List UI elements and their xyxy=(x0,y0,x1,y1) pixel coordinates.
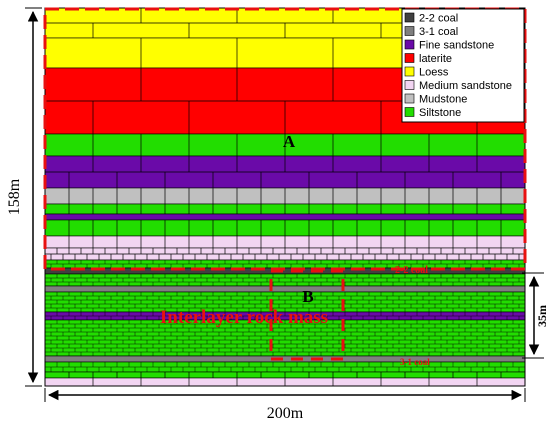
interlayer-dark-band-1 xyxy=(44,285,526,293)
siltstone-layer-above-seam xyxy=(44,259,526,269)
legend-label: Fine sandstone xyxy=(419,40,494,52)
legend-item: Loess xyxy=(404,66,449,79)
medium-sandstone-layer-fine xyxy=(44,247,526,261)
interlayer-siltstone-1 xyxy=(44,273,526,287)
legend-item: Siltstone xyxy=(404,107,461,119)
legend-item: Mudstone xyxy=(404,93,467,106)
legend-swatch xyxy=(404,107,415,117)
legend-item: 2-2 coal xyxy=(404,12,458,25)
legend-label: laterite xyxy=(419,53,452,65)
legend-swatch xyxy=(404,12,415,23)
legend-item: 3-1 coal xyxy=(404,26,458,38)
legend-swatch xyxy=(404,26,415,36)
legend-label: Medium sandstone xyxy=(419,80,512,92)
medium-sandstone-layer-bottom xyxy=(44,377,526,387)
height-label: 158m xyxy=(6,178,23,215)
zone-b-label: B xyxy=(302,287,313,306)
fine-sandstone-layer-thin xyxy=(44,213,526,221)
fine-sandstone-layer-upper xyxy=(44,155,526,189)
legend-label: 2-2 coal xyxy=(419,13,458,25)
mudstone-layer-upper xyxy=(44,187,526,205)
medium-sandstone-layer-upper xyxy=(44,235,526,249)
zone-a-boundary xyxy=(43,7,527,271)
siltstone-layer-thin-2 xyxy=(44,219,526,237)
legend-swatch xyxy=(404,53,415,63)
width-label: 200m xyxy=(267,405,304,422)
legend-item: Fine sandstone xyxy=(404,39,494,52)
siltstone-layer-below-seam xyxy=(44,361,526,373)
legend-box xyxy=(401,8,525,123)
legend-item: laterite xyxy=(404,53,452,65)
siltstone-layer-bottom xyxy=(44,371,526,379)
interlayer-thickness-label: 35m xyxy=(535,305,549,327)
legend-swatch xyxy=(404,80,415,90)
seam-22-label: 2-2 coal xyxy=(395,265,428,276)
legend-swatch xyxy=(404,66,415,77)
legend-label: Siltstone xyxy=(419,107,461,119)
coal-seam-31 xyxy=(44,355,526,363)
legend-label: 3-1 coal xyxy=(419,26,458,38)
interlayer-rock-mass-label: Interlayer rock mass xyxy=(160,307,328,328)
legend-swatch xyxy=(404,93,415,104)
interlayer-siltstone-3 xyxy=(44,319,526,357)
legend-label: Mudstone xyxy=(419,94,467,106)
siltstone-layer-thin-1 xyxy=(44,203,526,215)
legend-item: Medium sandstone xyxy=(404,80,512,92)
zone-a-label: A xyxy=(283,132,296,151)
seam-31-label: 3-1 coal xyxy=(400,357,430,367)
legend-swatch xyxy=(404,39,415,50)
legend-label: Loess xyxy=(419,67,449,79)
